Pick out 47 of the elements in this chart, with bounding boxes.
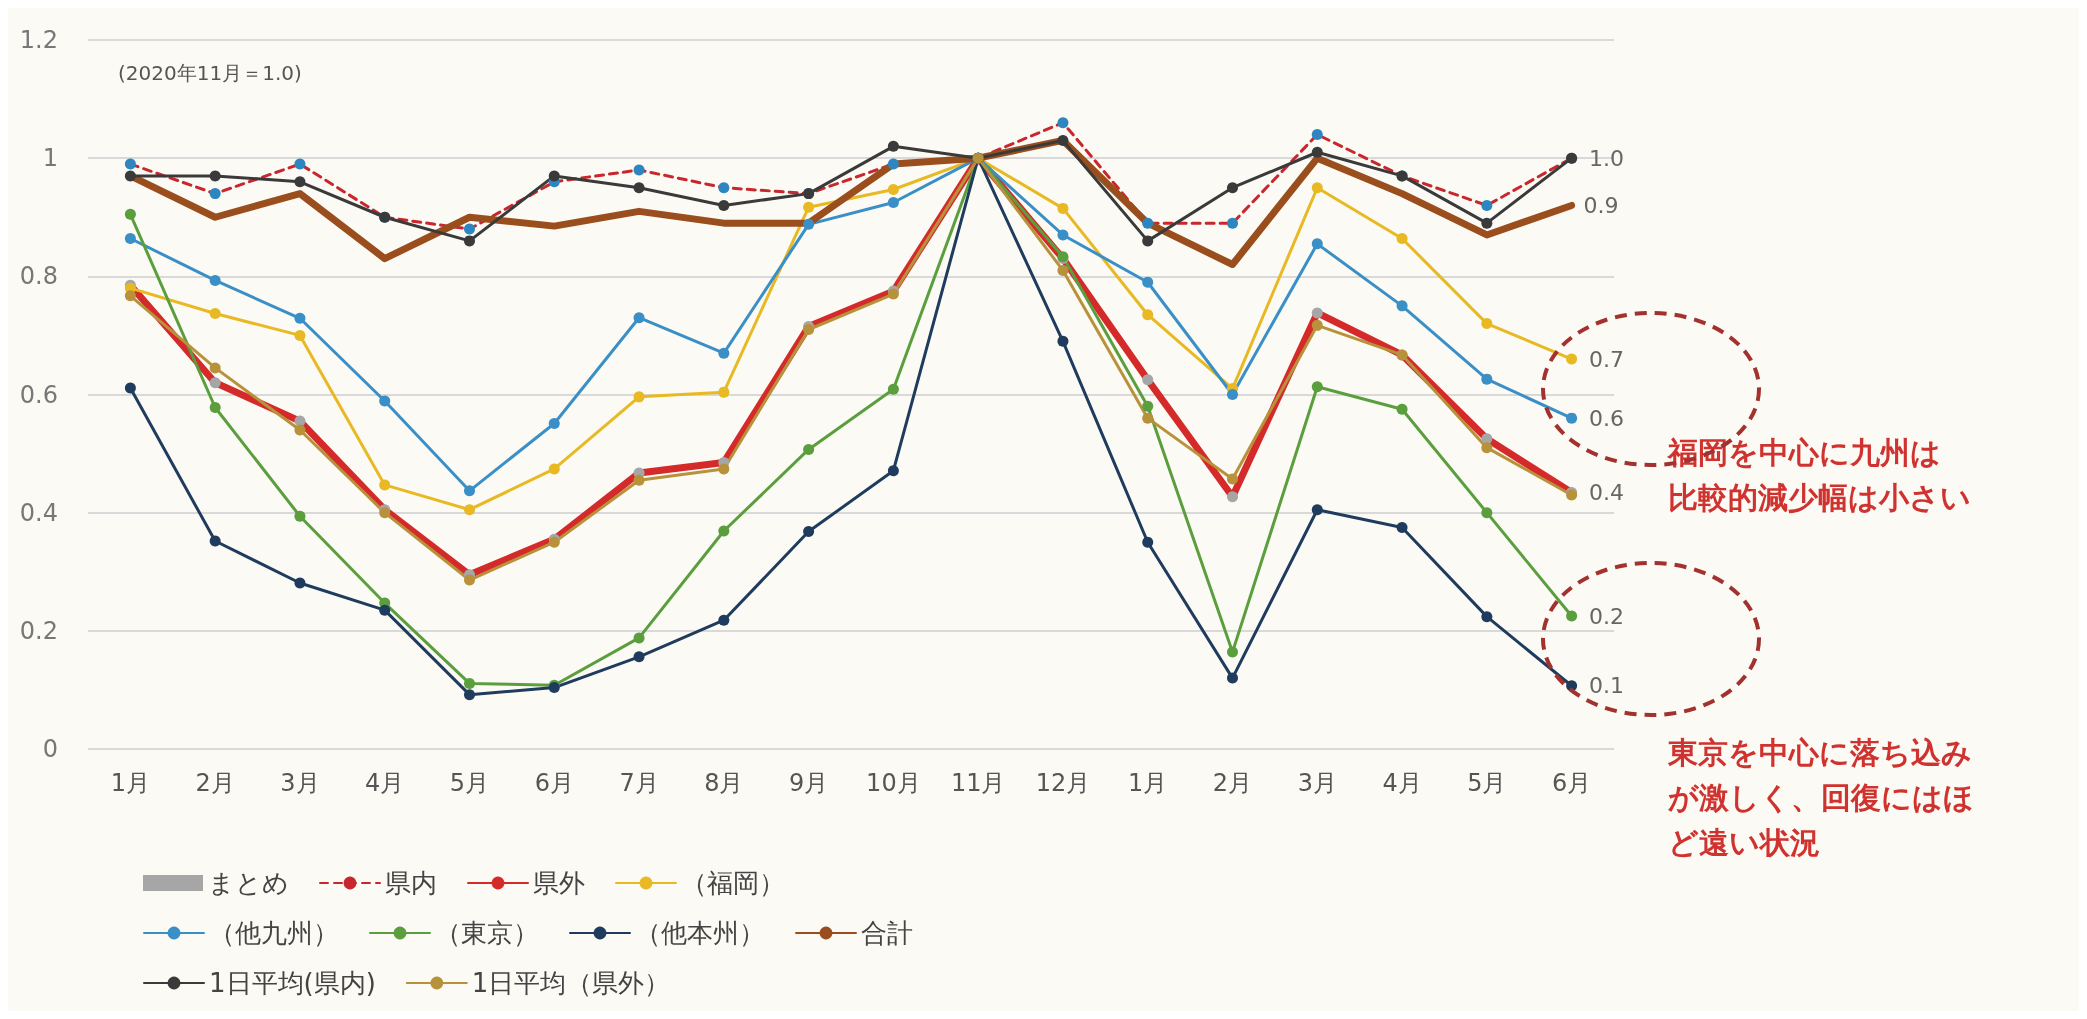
x-tick-label: 2月: [195, 769, 235, 797]
legend-label: （東京）: [435, 918, 539, 948]
x-tick-label: 7月: [619, 769, 659, 797]
x-tick-label: 4月: [365, 769, 405, 797]
x-tick-label: 3月: [280, 769, 320, 797]
data-label: 0.7: [1589, 346, 1625, 372]
text: 東京を中心に落ち込み: [1667, 735, 1972, 770]
legend-label: （他九州）: [209, 918, 339, 948]
legend-label: 合計: [861, 918, 913, 948]
data-label: 0.6: [1589, 405, 1625, 431]
y-tick-label: 1.2: [19, 26, 58, 54]
text: が激しく、回復にはほ: [1668, 780, 1974, 815]
legend-label: （福岡）: [681, 868, 785, 898]
data-label: 0.9: [1583, 192, 1619, 218]
legend-label: （他本州）: [635, 918, 765, 948]
legend-label: まとめ: [208, 868, 289, 898]
text: ど遠い状況: [1668, 825, 1820, 860]
x-tick-label: 6月: [1551, 769, 1592, 797]
data-label: 0.4: [1589, 480, 1625, 506]
x-tick-label: 2月: [1212, 769, 1253, 797]
legend-label: 1日平均（県外）: [471, 968, 671, 998]
y-tick-label: 0.4: [19, 498, 58, 527]
y-tick-label: 0: [42, 735, 58, 763]
x-tick-label: 12月: [1035, 769, 1091, 797]
x-tick-label: 11月: [950, 769, 1006, 797]
x-tick-label: 1月: [1128, 769, 1168, 797]
legend-label: 県内: [385, 868, 437, 898]
y-tick-label: 0.6: [19, 380, 58, 409]
x-tick-label: 9月: [788, 769, 829, 797]
data-label: 0.1: [1589, 673, 1625, 699]
x-tick-label: 10月: [866, 769, 921, 797]
y-tick-label: 0.2: [19, 616, 58, 645]
x-tick-label: 5月: [1467, 769, 1507, 797]
annotation: (2020年11月＝1.0): [118, 61, 302, 85]
x-tick-label: 3月: [1297, 769, 1337, 797]
x-tick-label: 4月: [1382, 769, 1422, 797]
x-tick-label: 5月: [449, 769, 490, 797]
data-label: 0.2: [1589, 603, 1625, 629]
x-tick-label: 8月: [704, 769, 744, 797]
text: 比較的減少幅は小さい: [1668, 480, 1971, 515]
x-tick-label: 1月: [110, 769, 151, 797]
legend-label: 県外: [533, 868, 585, 898]
y-tick-label: 1: [42, 144, 58, 173]
data-label: 1.0: [1589, 145, 1625, 171]
y-tick-label: 0.8: [19, 262, 58, 291]
legend-label: 1日平均(県内): [209, 968, 376, 998]
x-tick-label: 6月: [534, 769, 574, 797]
